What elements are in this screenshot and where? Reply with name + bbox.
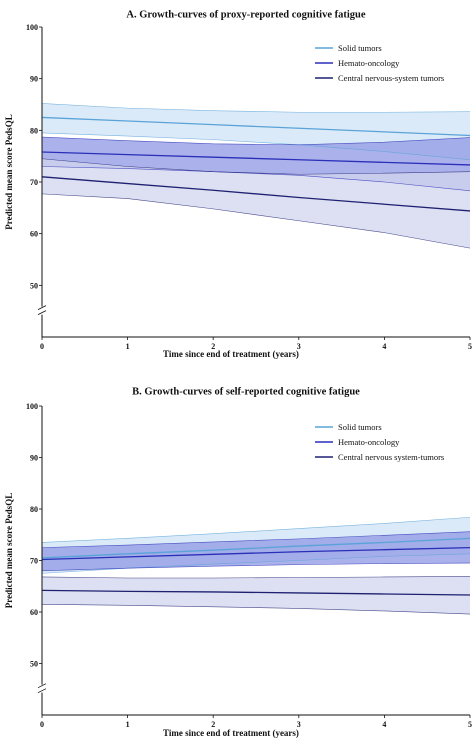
x-tick-label: 5 bbox=[468, 342, 472, 351]
mean-line-series-3 bbox=[41, 176, 471, 212]
ci-lower-edge-series-2 bbox=[41, 562, 471, 572]
y-tick-label: 70 bbox=[30, 178, 38, 187]
y-tick-label: 50 bbox=[30, 281, 38, 290]
y-tick-label: 50 bbox=[30, 660, 38, 669]
ci-lower-edge-series-3 bbox=[41, 603, 471, 615]
y-tick-label: 90 bbox=[30, 75, 38, 84]
y-tick-label: 80 bbox=[30, 126, 38, 135]
y-axis-title: Predicted mean score PedsQL bbox=[4, 493, 14, 608]
ci-band-series-2 bbox=[42, 531, 470, 571]
chart-panel-b: B. Growth-curves of self-reported cognit… bbox=[4, 386, 472, 738]
y-tick-label: 100 bbox=[26, 402, 38, 411]
ci-upper-edge-series-3 bbox=[41, 576, 471, 579]
y-tick-label: 60 bbox=[30, 230, 38, 239]
y-tick-label: 100 bbox=[26, 23, 38, 32]
legend-label-series-3: Central nervous-system tumors bbox=[338, 73, 444, 83]
axis-break-mark bbox=[37, 310, 47, 315]
chart-panel-a: A. Growth-curves of proxy-reported cogni… bbox=[4, 9, 472, 359]
axis-break-mark bbox=[37, 305, 47, 310]
ci-lower-edge-series-1 bbox=[41, 553, 471, 574]
x-tick-label: 3 bbox=[297, 720, 301, 729]
mean-line-series-3 bbox=[41, 589, 471, 596]
ci-lower-edge-series-2 bbox=[41, 166, 471, 192]
mean-line-series-1 bbox=[41, 537, 471, 559]
ci-lower-edge-series-1 bbox=[41, 132, 471, 161]
x-axis-title: Time since end of treatment (years) bbox=[163, 728, 299, 738]
ci-band-series-3 bbox=[42, 576, 470, 615]
y-tick-label: 80 bbox=[30, 505, 38, 514]
x-tick-label: 1 bbox=[126, 342, 130, 351]
x-axis-title: Time since end of treatment (years) bbox=[163, 349, 299, 359]
y-tick-label: 70 bbox=[30, 557, 38, 566]
y-tick-label: 60 bbox=[30, 608, 38, 617]
chart-title: A. Growth-curves of proxy-reported cogni… bbox=[126, 9, 365, 20]
axis-break-mark bbox=[37, 688, 47, 694]
x-tick-label: 0 bbox=[40, 342, 44, 351]
mean-line-series-2 bbox=[41, 546, 471, 561]
x-tick-label: 2 bbox=[211, 342, 215, 351]
ci-lower-edge-series-3 bbox=[41, 193, 471, 249]
ci-upper-edge-series-2 bbox=[41, 136, 471, 146]
y-axis-title: Predicted mean score PedsQL bbox=[4, 114, 14, 229]
x-tick-label: 1 bbox=[126, 720, 130, 729]
x-tick-label: 0 bbox=[40, 720, 44, 729]
legend-label-series-3: Central nervous system-tumors bbox=[338, 452, 444, 462]
legend-label-series-1: Solid tumors bbox=[338, 422, 382, 432]
x-tick-label: 2 bbox=[211, 720, 215, 729]
x-tick-label: 4 bbox=[382, 720, 386, 729]
legend-label-series-1: Solid tumors bbox=[338, 43, 382, 53]
x-tick-label: 5 bbox=[468, 720, 472, 729]
ci-upper-edge-series-1 bbox=[41, 103, 471, 113]
ci-upper-edge-series-3 bbox=[41, 158, 471, 175]
ci-band-series-3 bbox=[42, 158, 470, 249]
legend-label-series-2: Hemato-oncology bbox=[338, 437, 400, 447]
y-tick-label: 90 bbox=[30, 454, 38, 463]
axis-break-mark bbox=[37, 683, 47, 689]
mean-line-series-2 bbox=[41, 151, 471, 166]
ci-upper-edge-series-2 bbox=[41, 531, 471, 548]
x-tick-label: 3 bbox=[297, 342, 301, 351]
legend-label-series-2: Hemato-oncology bbox=[338, 58, 400, 68]
chart-title: B. Growth-curves of self-reported cognit… bbox=[132, 386, 360, 397]
mean-line-series-1 bbox=[41, 116, 471, 137]
x-tick-label: 4 bbox=[382, 342, 386, 351]
ci-upper-edge-series-1 bbox=[41, 516, 471, 543]
